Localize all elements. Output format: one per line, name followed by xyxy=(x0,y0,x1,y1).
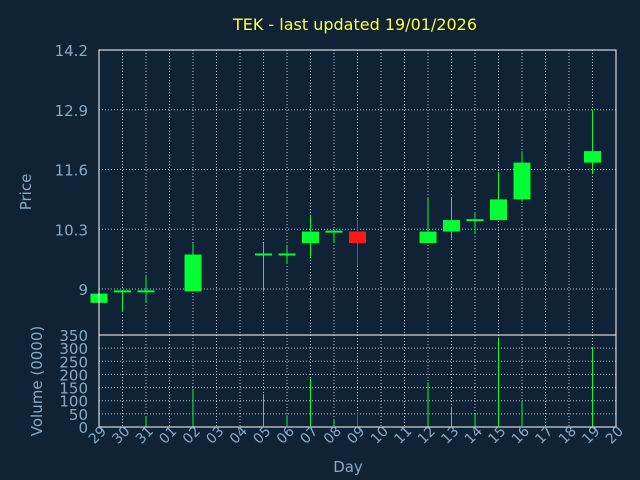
price-tick-label: 11.6 xyxy=(55,162,88,180)
candle-body xyxy=(349,231,366,244)
candle-body xyxy=(443,220,460,232)
x-axis-label: Day xyxy=(333,458,363,476)
volume-tick-label: 200 xyxy=(59,366,88,384)
volume-tick-label: 300 xyxy=(59,340,88,358)
price-axis-label: Price xyxy=(17,174,35,211)
candles xyxy=(90,109,601,313)
candle-body xyxy=(513,162,531,200)
volume-tick-label: 350 xyxy=(59,327,88,345)
price-tick-label: 9 xyxy=(78,281,88,299)
volume-tick-label: 150 xyxy=(59,380,88,398)
volume-tick-label: 50 xyxy=(69,406,88,424)
candle-body xyxy=(490,199,507,221)
volume-bars xyxy=(145,337,593,427)
price-y-ticks: 14.2 12.9 11.6 10.3 9 xyxy=(55,42,88,299)
price-tick-label: 12.9 xyxy=(55,102,88,120)
volume-tick-label: 100 xyxy=(59,393,88,411)
candle-body xyxy=(584,151,601,163)
price-tick-label: 14.2 xyxy=(55,42,88,60)
volume-tick-label: 250 xyxy=(59,353,88,371)
candle-body xyxy=(419,231,437,244)
chart-title: TEK - last updated 19/01/2026 xyxy=(232,15,477,34)
volume-tick-label: 0 xyxy=(78,419,88,437)
volume-axis-label: Volume (0000) xyxy=(28,326,46,436)
candle-body xyxy=(184,254,202,292)
x-ticks: 29 30 31 01 02 03 04 05 06 07 08 09 10 11 12 13 14 15 16 17… xyxy=(86,423,627,447)
price-tick-label: 10.3 xyxy=(55,221,88,239)
volume-panel-frame xyxy=(98,334,617,428)
candle-body xyxy=(302,231,319,244)
